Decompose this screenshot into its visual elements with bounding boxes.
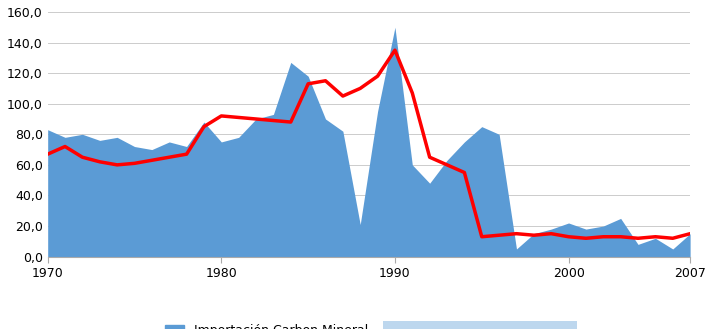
Legend: Importación Carbon Mineral, Consumo Carbon Mineral: Importación Carbon Mineral, Consumo Carb… xyxy=(158,318,579,329)
